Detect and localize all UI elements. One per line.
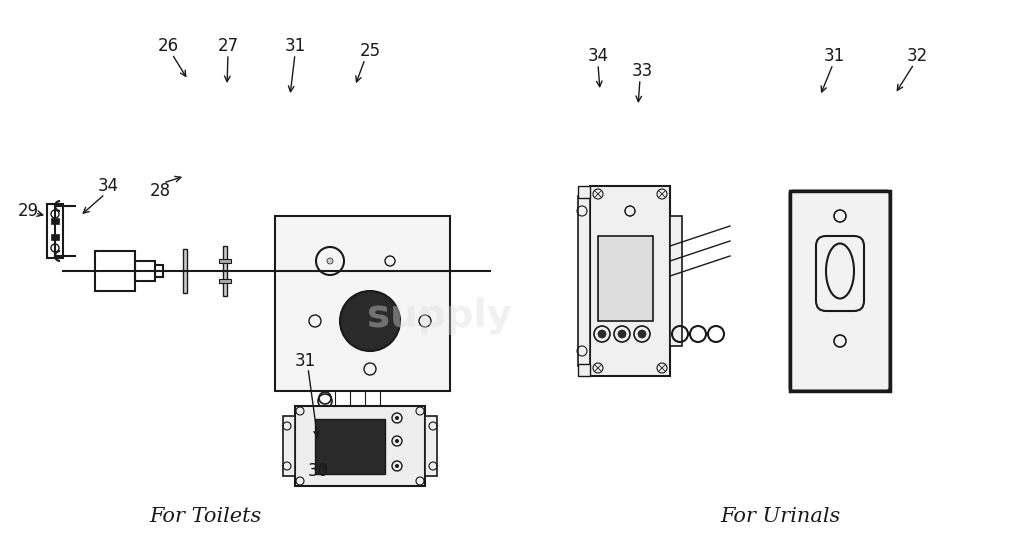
Bar	[95, 251, 135, 291]
Circle shape	[618, 330, 626, 338]
Circle shape	[327, 258, 332, 264]
Text: 34: 34	[587, 47, 608, 65]
Text: 29: 29	[17, 202, 39, 220]
Bar	[51, 218, 59, 224]
Bar	[790, 191, 890, 391]
Bar	[182, 249, 186, 293]
Circle shape	[394, 439, 398, 443]
Circle shape	[597, 330, 605, 338]
Bar	[135, 261, 155, 281]
Bar	[589, 186, 669, 376]
Bar	[282, 416, 294, 476]
Circle shape	[394, 416, 398, 420]
Bar	[219, 259, 230, 263]
Text: 28: 28	[150, 182, 170, 200]
Text: 34: 34	[98, 177, 118, 195]
Circle shape	[339, 291, 399, 351]
Bar	[578, 196, 589, 366]
Bar	[315, 419, 384, 474]
Bar	[578, 186, 589, 198]
Bar	[578, 364, 589, 376]
Bar	[51, 234, 59, 240]
Text: 31: 31	[284, 37, 306, 55]
Bar	[47, 204, 63, 258]
Text: 30: 30	[307, 462, 328, 480]
Text: 27: 27	[217, 37, 238, 55]
Bar	[294, 406, 425, 486]
Bar	[155, 265, 163, 277]
FancyBboxPatch shape	[790, 191, 890, 391]
Text: For Urinals: For Urinals	[719, 507, 840, 525]
Text: 26: 26	[157, 37, 178, 55]
Circle shape	[637, 330, 645, 338]
Text: 32: 32	[906, 47, 926, 65]
Text: 31: 31	[294, 352, 315, 370]
Bar	[425, 416, 436, 476]
Text: 25: 25	[359, 42, 380, 60]
Bar	[219, 279, 230, 283]
Bar	[669, 216, 682, 346]
Text: supply: supply	[367, 297, 513, 335]
Bar	[275, 216, 449, 391]
Bar	[223, 246, 227, 296]
Text: 33: 33	[631, 62, 652, 80]
Text: For Toilets: For Toilets	[149, 507, 261, 525]
Circle shape	[394, 464, 398, 468]
Text: 31: 31	[822, 47, 844, 65]
Bar	[597, 236, 652, 321]
